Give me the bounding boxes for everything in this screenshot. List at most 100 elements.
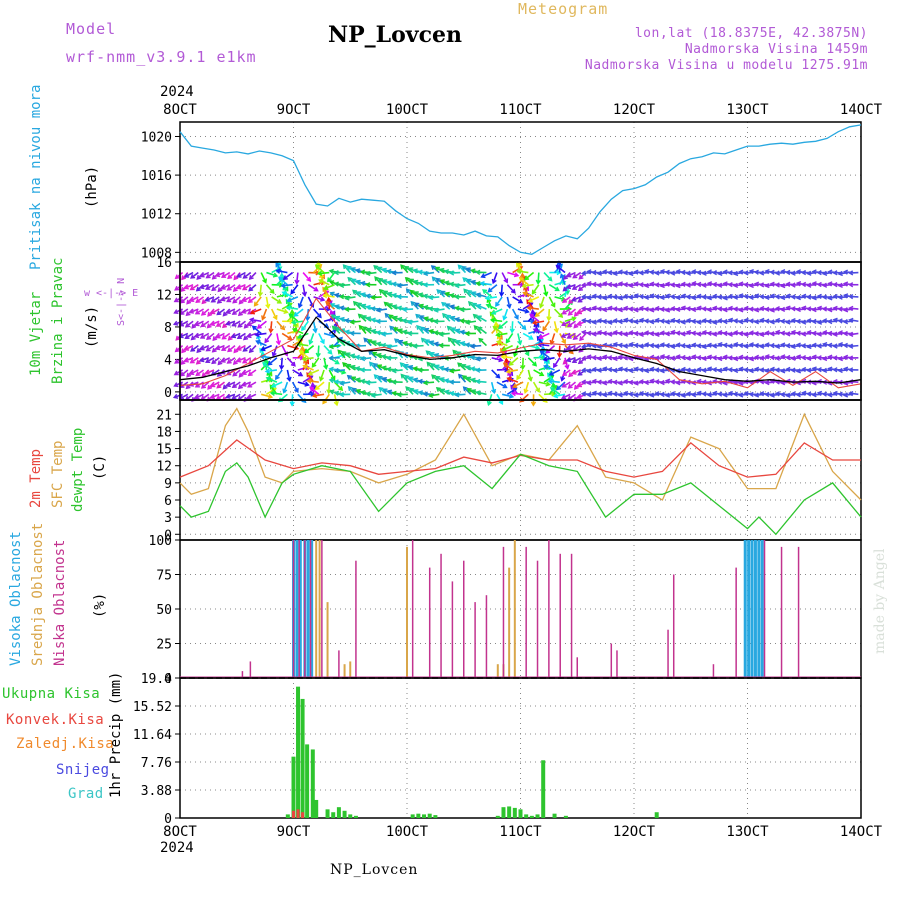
wind-arrow-head [246, 394, 252, 400]
wind-arrow [539, 296, 545, 308]
wind-arrow [200, 393, 210, 401]
wind-arrow-head [186, 299, 192, 305]
conv-precip-bar [296, 809, 300, 818]
wind-arrow [501, 272, 508, 283]
wind-arrow-head [469, 354, 476, 361]
wind-arrow-head [827, 354, 833, 360]
wind-arrow [318, 271, 330, 275]
wind-arrow-head [383, 301, 389, 307]
wind-arrow-head [790, 317, 796, 324]
wind-arrow-head [577, 359, 583, 365]
total-precip-bar [342, 810, 347, 818]
wind-arrow [257, 320, 267, 329]
wind-arrow [362, 326, 372, 335]
wind-arrow [173, 320, 183, 326]
wind-arrow [553, 263, 563, 274]
wind-arrow-head [643, 318, 649, 324]
model-name: wrf-nmm_v3.9.1 e1km [66, 48, 257, 66]
wind-arrow-head [743, 390, 749, 397]
wind-arrow [436, 278, 446, 286]
wind-arrow-head [183, 284, 189, 290]
wind-arrow-head [519, 397, 525, 403]
wind-arrow-head [790, 367, 796, 373]
wind-arrow-head [354, 366, 361, 372]
wind-arrow-head [675, 269, 681, 275]
wind-arrow-head [821, 270, 828, 277]
wind-arrow-head [795, 330, 801, 336]
wind-arrow-head [433, 341, 439, 347]
wind-arrow-head [722, 392, 728, 398]
wind-arrow [352, 289, 362, 298]
wind-arrow-head [386, 291, 393, 297]
wind-arrow-head [467, 289, 473, 295]
wind-arrow-head [690, 368, 697, 374]
wind-arrow [271, 296, 282, 304]
wind-arrow-head [267, 393, 274, 399]
wind-arrow [221, 296, 231, 301]
wind-arrow [288, 313, 299, 322]
wind-arrow [562, 381, 571, 388]
wind-arrow-head [370, 317, 376, 323]
y-tick-label: 8 [164, 321, 172, 336]
model-altitude-label: Nadmorska Visina u modelu 1275.91m [584, 58, 868, 73]
wind-arrow [533, 320, 545, 324]
wind-arrow-head [174, 347, 180, 353]
wind-arrow [355, 356, 367, 359]
wind-arrow-head [659, 330, 665, 336]
wind-arrow-head [816, 355, 822, 361]
wind-arrow-head [596, 306, 602, 312]
wind-arrow-head [669, 294, 676, 300]
wind-arrow-head [477, 326, 483, 332]
wind-arrow-head [717, 282, 723, 288]
wind-arrow-head [795, 306, 801, 313]
wind-arrow-head [669, 305, 676, 312]
wind-arrow [531, 284, 540, 295]
wind-arrow-head [764, 391, 770, 398]
wind-arrow [500, 284, 503, 296]
wind-arrow-head [338, 386, 344, 392]
wind-arrow-head [183, 272, 190, 278]
wind-arrow-head [795, 368, 802, 374]
wind-arrow-head [233, 348, 239, 354]
wind-arrow-head [427, 306, 434, 312]
wind-arrow-head [586, 318, 592, 325]
wind-arrow [522, 283, 534, 288]
wind-arrow-head [278, 364, 285, 371]
wind-arrow-head [205, 285, 211, 290]
wind-arrow-head [727, 281, 733, 288]
wind-arrow-head [748, 294, 754, 301]
wind-arrow [315, 381, 325, 390]
wind-arrow-head [800, 354, 807, 361]
wind-arrow-head [806, 391, 812, 397]
wind-arrow-head [549, 387, 555, 392]
wind-arrow-head [217, 287, 223, 293]
wind-arrow-head [366, 327, 372, 333]
wind-arrow-head [532, 361, 538, 367]
wind-arrow [302, 284, 306, 296]
wind-arrow-head [405, 386, 411, 392]
wind-arrow-head [407, 330, 413, 337]
wind-arrow-head [561, 309, 567, 315]
wind-arrow-head [553, 362, 558, 369]
wind-arrow-head [848, 343, 854, 349]
wind-arrow-head [586, 306, 592, 313]
wind-arrow-head [774, 329, 781, 336]
wind-arrow-head [199, 334, 206, 339]
station-title: NP_Lovcen [328, 22, 462, 48]
wind-arrow-head [365, 282, 371, 288]
wind-arrow-head [221, 334, 227, 340]
wind-arrow-head [216, 310, 222, 316]
wind-arrow [237, 332, 246, 340]
wind-arrow-head [327, 349, 333, 355]
wind-arrow [561, 332, 571, 338]
wind-arrow-head [422, 304, 429, 311]
wind-arrow [302, 356, 314, 361]
total-precip-bar [314, 799, 319, 818]
wind-arrow-head [764, 306, 770, 312]
wind-arrow-head [612, 270, 618, 277]
wind-arrow-head [711, 305, 718, 311]
wind-arrow-head [727, 317, 734, 323]
wind-arrow [189, 308, 199, 314]
wind-arrow-head [654, 331, 660, 337]
wind-arrow-head [214, 272, 221, 278]
